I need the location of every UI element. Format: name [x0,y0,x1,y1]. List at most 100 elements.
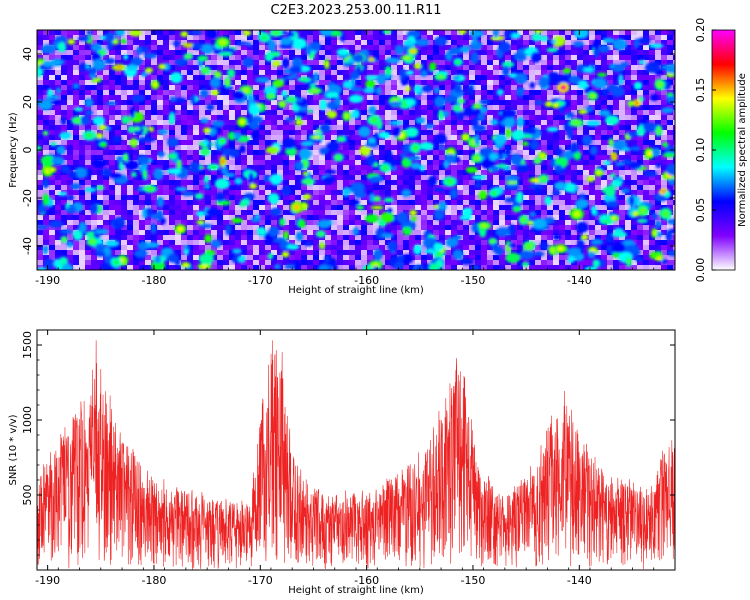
heatmap-cell [223,245,230,251]
heatmap-cell [445,70,452,76]
heatmap-cell [289,40,296,46]
heatmap-cell [409,85,416,91]
heatmap-cell [421,245,428,251]
heatmap-cell [595,185,602,191]
heatmap-cell [259,175,266,181]
heatmap-cell [637,105,644,111]
heatmap-cell [193,80,200,86]
heatmap-cell [553,120,560,126]
heatmap-cell [415,185,422,191]
heatmap-cell [157,115,164,121]
heatmap-cell [139,80,146,86]
heatmap-cell [517,125,524,131]
heatmap-cell [187,150,194,156]
heatmap-cell [511,95,518,101]
heatmap-cell [181,215,188,221]
heatmap-cell [319,200,326,206]
heatmap-cell [85,140,92,146]
heatmap-cell [379,155,386,161]
heatmap-cell [529,230,536,236]
heatmap-cell [67,80,74,86]
heatmap-cell [121,245,128,251]
heatmap-cell [601,255,608,261]
heatmap-cell [319,110,326,116]
heatmap-cell [313,145,320,151]
heatmap-cell [301,235,308,241]
heatmap-cell [139,110,146,116]
heatmap-cell [193,205,200,211]
heatmap-cell [313,140,320,146]
heatmap-cell [643,180,650,186]
heatmap-cell [79,135,86,141]
heatmap-cell [55,180,62,186]
heatmap-cell [349,250,356,256]
heatmap-cell [619,190,626,196]
heatmap-cell [541,235,548,241]
heatmap-cell [277,225,284,231]
heatmap-cell [631,35,638,41]
heatmap-cell [193,245,200,251]
heatmap-cell [301,130,308,136]
heatmap-cell [439,80,446,86]
heatmap-cell [409,160,416,166]
heatmap-cell [553,50,560,56]
heatmap-cell [439,130,446,136]
heatmap-cell [199,200,206,206]
heatmap-cell [331,50,338,56]
heatmap-cell [361,230,368,236]
heatmap-cell [589,170,596,176]
heatmap-cell [535,210,542,216]
heatmap-cell [97,95,104,101]
heatmap-cell [127,85,134,91]
heatmap-cell [235,45,242,51]
heatmap-cell [199,250,206,256]
heatmap-cell [571,235,578,241]
heatmap-cell [121,130,128,136]
heatmap-cell [469,35,476,41]
heatmap-cell [67,260,74,266]
heatmap-cell [259,250,266,256]
heatmap-cell [277,115,284,121]
heatmap-cell [469,200,476,206]
heatmap-cell [355,145,362,151]
heatmap-cell [259,100,266,106]
heatmap-cell [487,35,494,41]
heatmap-cell [433,60,440,66]
heatmap-cell [103,75,110,81]
heatmap-cell [61,245,68,251]
heatmap-cell [643,240,650,246]
heatmap-cell [553,80,560,86]
heatmap-cell [271,165,278,171]
heatmap-cell [37,235,44,241]
heatmap-cell [469,75,476,81]
heatmap-cell [139,90,146,96]
heatmap-cell [301,210,308,216]
heatmap-cell [121,205,128,211]
heatmap-cell [409,230,416,236]
heatmap-cell [625,170,632,176]
heatmap-cell [163,105,170,111]
heatmap-cell [151,155,158,161]
heatmap-cell [445,145,452,151]
heatmap-cell [331,230,338,236]
heatmap-cell [553,240,560,246]
heatmap-cell [85,165,92,171]
heatmap-cell [55,105,62,111]
heatmap-cell [421,120,428,126]
heatmap-cell [445,30,452,36]
heatmap-cell [379,60,386,66]
heatmap-cell [625,215,632,221]
heatmap-cell [397,190,404,196]
heatmap-cell [655,205,662,211]
heatmap-cell [475,70,482,76]
heatmap-cell [337,45,344,51]
heatmap-cell [349,145,356,151]
heatmap-cell [229,65,236,71]
heatmap-cell [481,180,488,186]
heatmap-cell [271,260,278,266]
heatmap-cell [271,250,278,256]
heatmap-cell [307,255,314,261]
heatmap-cell [283,195,290,201]
heatmap-cell [523,180,530,186]
heatmap-cell [37,185,44,191]
